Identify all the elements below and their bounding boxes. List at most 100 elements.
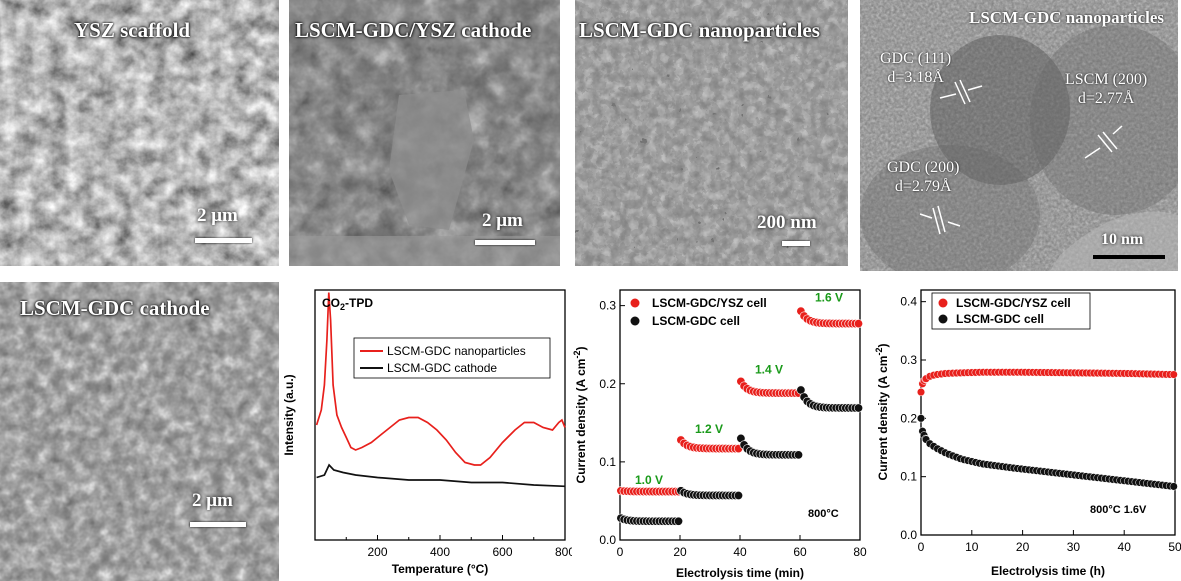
tem-nanoparticles: LSCM-GDC nanoparticles GDC (111) d=3.18Å… xyxy=(860,0,1178,271)
x-tick-label: 80 xyxy=(853,545,867,559)
x-axis-title: Electrolysis time (min) xyxy=(676,566,804,580)
scale-bar-label: 10 nm xyxy=(1101,231,1144,248)
data-point-gdc-cell xyxy=(1169,482,1178,491)
x-tick-label: 20 xyxy=(1016,540,1030,554)
sem-cathode-cross-section: LSCM-GDC/YSZ cathode 2 μm xyxy=(289,0,560,266)
data-point-gdc-cell xyxy=(734,490,744,500)
y-tick-label: 0.3 xyxy=(599,299,616,313)
panel-label: LSCM-GDC cathode xyxy=(20,296,210,320)
sem-image xyxy=(289,0,560,266)
x-tick-label: 50 xyxy=(1168,540,1181,554)
x-tick-label: 60 xyxy=(793,545,807,559)
sem-image xyxy=(0,0,279,266)
d-spacing: d=3.18Å xyxy=(887,69,944,86)
phase-label: LSCM (200) xyxy=(1065,71,1148,88)
legend-marker-gdc-cell xyxy=(938,314,948,324)
voltage-label: 1.0 V xyxy=(635,473,663,487)
y-tick-label: 0.0 xyxy=(599,533,616,547)
x-tick-label: 400 xyxy=(430,545,450,559)
chart-svg: 0 20 40 60 80 0.0 0.1 0.2 0.3 1.0 V 1.2 V 1.4 V 1.6… xyxy=(572,289,867,580)
scale-bar xyxy=(782,241,810,246)
x-tick-label: 0 xyxy=(918,540,925,554)
tem-annotation-lscm200: LSCM (200) d=2.77Å xyxy=(1065,70,1147,108)
voltage-label: 1.4 V xyxy=(755,363,783,377)
voltage-label: 1.2 V xyxy=(695,422,723,436)
chart-current-vs-voltage-steps: 0 20 40 60 80 0.0 0.1 0.2 0.3 1.0 V 1.2 V 1.4 V 1.6… xyxy=(572,281,872,581)
legend-marker-ysz-cell xyxy=(938,298,948,308)
x-tick-label: 800 xyxy=(555,545,572,559)
y-tick-label: 0.4 xyxy=(900,295,917,309)
series-line-cathode xyxy=(316,463,566,488)
data-point-gdc-cell xyxy=(916,414,926,423)
y-axis-title: Current density (A cm-2) xyxy=(572,347,588,484)
data-point-ysz-cell xyxy=(853,319,863,329)
y-axis-title: Current density (A cm-2) xyxy=(874,344,890,481)
voltage-label: 1.6 V xyxy=(815,291,843,305)
legend: LSCM-GDC/YSZ cell LSCM-GDC cell xyxy=(931,292,1091,330)
legend: LSCM-GDC/YSZ cell LSCM-GDC cell xyxy=(630,296,767,328)
y-tick-label: 0.2 xyxy=(900,411,917,425)
legend-label-ysz-cell: LSCM-GDC/YSZ cell xyxy=(956,296,1071,310)
sem-image xyxy=(0,282,279,581)
legend-marker-ysz-cell xyxy=(630,298,640,308)
plot-frame xyxy=(314,289,566,541)
x-tick-label: 40 xyxy=(733,545,747,559)
phase-label: GDC (111) xyxy=(880,50,952,67)
data-point-gdc-cell xyxy=(794,450,804,460)
y-tick-label: 0.0 xyxy=(900,528,917,542)
chart-svg: 0 10 20 30 40 50 0.0 0.1 0.2 0.3 0.4 Electrolysis … xyxy=(874,289,1181,578)
panel-label: LSCM-GDC nanoparticles xyxy=(579,18,820,42)
y-tick-label: 0.2 xyxy=(599,377,616,391)
tem-annotation-gdc111: GDC (111) d=3.18Å xyxy=(880,49,951,87)
scale-bar xyxy=(475,240,535,245)
sem-lscm-gdc-cathode: LSCM-GDC cathode 2 μm xyxy=(0,282,279,581)
x-tick-label: 200 xyxy=(367,545,387,559)
y-axis-title: Intensity (a.u.) xyxy=(282,374,296,455)
x-tick-label: 600 xyxy=(492,545,512,559)
plot-frame xyxy=(920,289,1176,536)
chart-stability: 0 10 20 30 40 50 0.0 0.1 0.2 0.3 0.4 Electrolysis … xyxy=(872,281,1181,581)
x-axis-title: Temperature (°C) xyxy=(392,562,489,576)
sem-image xyxy=(575,0,848,266)
condition-label: 800°C xyxy=(808,508,839,520)
scale-bar xyxy=(190,522,246,527)
scale-bar-label: 2 μm xyxy=(192,490,233,511)
legend-label-cathode: LSCM-GDC cathode xyxy=(387,361,497,375)
x-tick-label: 0 xyxy=(617,545,624,559)
x-tick-label: 20 xyxy=(673,545,687,559)
scale-bar xyxy=(1093,255,1165,259)
x-axis-title: Electrolysis time (h) xyxy=(991,564,1105,578)
tem-annotation-gdc200: GDC (200) d=2.79Å xyxy=(887,158,959,196)
x-tick-label: 30 xyxy=(1067,540,1081,554)
series-line-nanoparticles xyxy=(315,292,566,466)
legend-marker-gdc-cell xyxy=(630,316,640,326)
legend: LSCM-GDC nanoparticles LSCM-GDC cathode xyxy=(353,337,551,379)
data-point-ysz-cell xyxy=(1169,370,1178,379)
scale-bar-label: 2 μm xyxy=(197,205,238,226)
data-point-gdc-cell xyxy=(853,403,863,413)
x-tick-label: 10 xyxy=(965,540,979,554)
data-point-ysz-cell xyxy=(916,388,926,397)
d-spacing: d=2.77Å xyxy=(1077,90,1135,107)
d-spacing: d=2.79Å xyxy=(894,178,952,195)
legend-label-gdc-cell: LSCM-GDC cell xyxy=(652,314,740,328)
phase-label: GDC (200) xyxy=(887,159,960,176)
y-tick-label: 0.1 xyxy=(900,470,917,484)
lattice-markers xyxy=(919,79,1123,235)
chart-title: CO2-TPD xyxy=(322,296,373,312)
sem-ysz-scaffold: YSZ scaffold 2 μm xyxy=(0,0,279,266)
chart-co2-tpd: 200 400 600 800 CO2-TPD Temperature (°C) In… xyxy=(280,281,572,581)
chart-svg: 200 400 600 800 CO2-TPD Temperature (°C) In… xyxy=(282,289,572,576)
legend-label-gdc-cell: LSCM-GDC cell xyxy=(956,312,1044,326)
scale-bar-label: 200 nm xyxy=(757,212,817,233)
panel-label: LSCM-GDC/YSZ cathode xyxy=(295,18,532,42)
x-tick-label: 40 xyxy=(1118,540,1132,554)
scale-bar xyxy=(195,238,252,243)
panel-label: LSCM-GDC nanoparticles xyxy=(969,8,1165,27)
y-tick-label: 0.3 xyxy=(900,353,917,367)
data-point-gdc-cell xyxy=(674,516,684,526)
sem-nanoparticles: LSCM-GDC nanoparticles 200 nm xyxy=(575,0,848,266)
panel-label: YSZ scaffold xyxy=(74,18,191,42)
legend-label-nanoparticles: LSCM-GDC nanoparticles xyxy=(387,344,526,358)
scale-bar-label: 2 μm xyxy=(482,210,523,231)
